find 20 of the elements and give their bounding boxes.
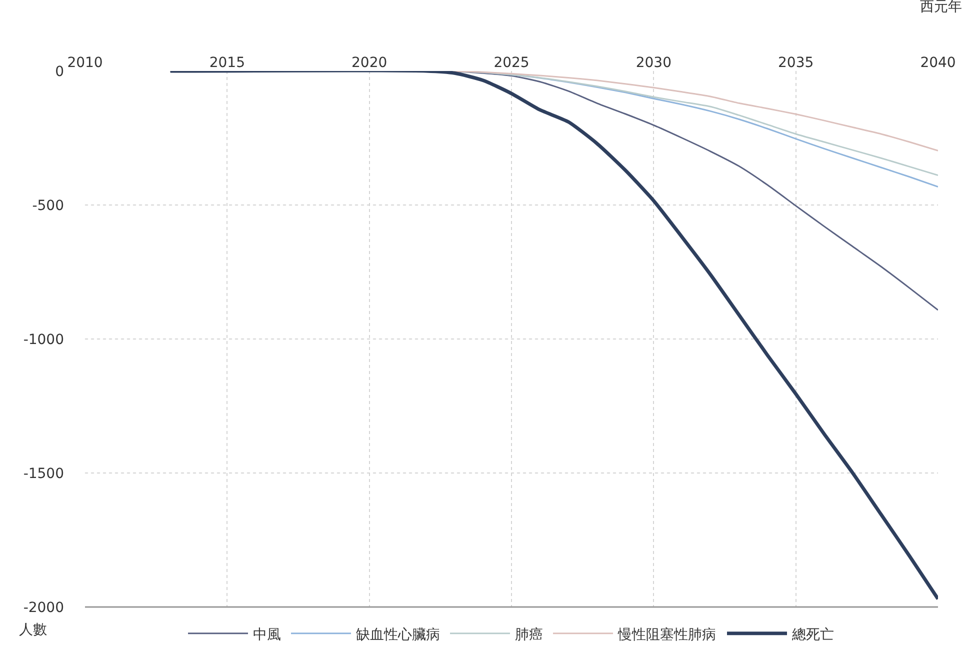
legend-label: 缺血性心臟病 xyxy=(356,626,440,643)
y-tick-label: -2000 xyxy=(23,600,64,616)
x-tick-label: 2035 xyxy=(778,55,814,72)
y-tick-label: 0 xyxy=(55,64,64,80)
line-series xyxy=(168,71,938,601)
x-tick-label: 2040 xyxy=(920,55,956,72)
x-axis-title: 西元年 xyxy=(920,0,962,15)
legend-label: 總死亡 xyxy=(791,626,834,643)
x-tick-label: 2015 xyxy=(209,55,245,72)
y-tick-label: -1500 xyxy=(23,466,64,482)
x-tick-label: 2030 xyxy=(636,55,672,72)
x-tick-label: 2010 xyxy=(67,55,103,72)
y-axis-title: 人數 xyxy=(19,622,47,638)
legend-label: 慢性阻塞性肺病 xyxy=(617,626,716,643)
legend-label: 中風 xyxy=(253,626,281,643)
x-tick-label: 2020 xyxy=(352,55,388,72)
legend-label: 肺癌 xyxy=(515,626,543,643)
x-tick-label: 2025 xyxy=(494,55,530,72)
y-tick-label: -1000 xyxy=(23,332,64,348)
y-tick-label: -500 xyxy=(32,198,64,214)
